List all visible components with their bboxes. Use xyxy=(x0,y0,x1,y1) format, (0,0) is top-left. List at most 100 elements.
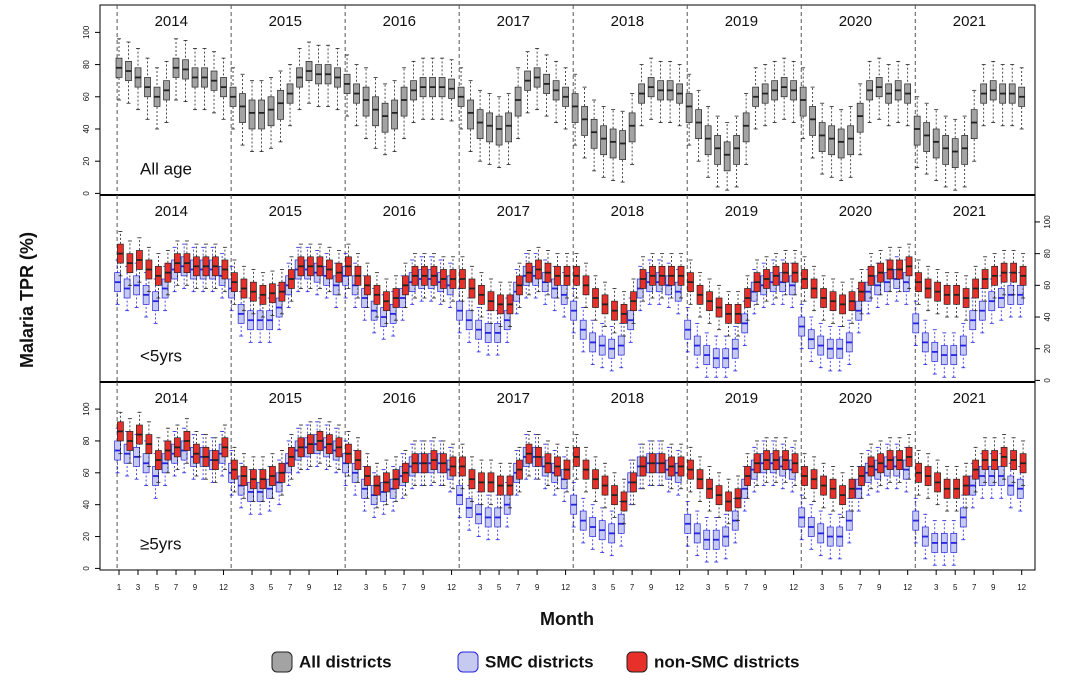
box xyxy=(932,128,940,159)
box xyxy=(381,102,389,133)
year-label: 2017 xyxy=(497,203,530,220)
x-tick-label: 3 xyxy=(820,583,825,592)
y-tick-label: 100 xyxy=(82,25,91,39)
year-label: 2015 xyxy=(269,203,302,220)
x-tick-label: 3 xyxy=(934,583,939,592)
x-tick-label: 9 xyxy=(535,583,540,592)
box xyxy=(239,93,246,123)
box xyxy=(809,106,817,136)
panel-label: ≥5yrs xyxy=(140,534,181,553)
x-tick-label: 9 xyxy=(649,583,654,592)
year-label: 2020 xyxy=(839,13,872,30)
x-tick-label: 5 xyxy=(383,583,388,592)
box xyxy=(600,125,607,156)
y-tick-label: 0 xyxy=(1043,378,1052,383)
y-tick-label: 60 xyxy=(82,92,91,101)
box xyxy=(467,99,474,130)
x-tick-label: 5 xyxy=(497,583,502,592)
year-label: 2020 xyxy=(839,203,872,220)
x-tick-label: 5 xyxy=(953,583,958,592)
box xyxy=(961,135,969,165)
x-tick-label: 5 xyxy=(269,583,274,592)
year-label: 2018 xyxy=(611,203,644,220)
y-tick-label: 20 xyxy=(82,532,91,541)
x-tick-label: 12 xyxy=(903,583,912,592)
box xyxy=(913,115,921,146)
x-tick-label: 9 xyxy=(307,583,312,592)
x-tick-label: 5 xyxy=(611,583,616,592)
box xyxy=(923,122,931,152)
x-tick-label: 5 xyxy=(725,583,730,592)
box xyxy=(505,112,512,143)
x-tick-label: 3 xyxy=(478,583,483,592)
box xyxy=(248,99,256,130)
box xyxy=(685,93,693,123)
y-tick-label: 100 xyxy=(1043,215,1052,229)
box xyxy=(362,86,370,117)
box xyxy=(799,86,807,117)
y-tick-label: 80 xyxy=(82,60,91,69)
y-tick-label: 40 xyxy=(82,124,91,133)
x-tick-label: 3 xyxy=(364,583,369,592)
x-tick-label: 7 xyxy=(858,583,863,592)
x-tick-label: 9 xyxy=(193,583,198,592)
box xyxy=(856,102,864,133)
box xyxy=(733,135,740,165)
box xyxy=(951,138,959,168)
box xyxy=(258,99,265,130)
year-label: 2014 xyxy=(155,390,188,407)
y-tick-label: 0 xyxy=(82,566,91,571)
box xyxy=(495,115,503,146)
x-tick-label: 3 xyxy=(706,583,711,592)
box xyxy=(828,125,836,156)
box xyxy=(619,130,626,160)
x-tick-label: 12 xyxy=(789,583,798,592)
year-label: 2014 xyxy=(155,203,188,220)
box xyxy=(742,112,750,143)
y-tick-label: 60 xyxy=(82,468,91,477)
box xyxy=(571,93,579,123)
box xyxy=(514,86,522,117)
x-tick-label: 7 xyxy=(516,583,521,592)
x-tick-label: 9 xyxy=(763,583,768,592)
box xyxy=(723,141,731,172)
legend-label: SMC districts xyxy=(485,652,594,671)
x-tick-label: 5 xyxy=(839,583,844,592)
box xyxy=(391,99,398,130)
y-tick-label: 40 xyxy=(82,500,91,509)
x-tick-label: 12 xyxy=(219,583,228,592)
x-tick-label: 3 xyxy=(136,583,141,592)
box xyxy=(837,128,845,159)
box xyxy=(581,106,588,136)
x-tick-label: 7 xyxy=(744,583,749,592)
year-label: 2021 xyxy=(953,390,986,407)
year-label: 2016 xyxy=(383,13,416,30)
year-label: 2015 xyxy=(269,390,302,407)
x-tick-label: 12 xyxy=(333,583,342,592)
year-label: 2018 xyxy=(611,13,644,30)
box xyxy=(714,135,721,165)
box xyxy=(590,118,598,149)
legend-label: All districts xyxy=(299,652,392,671)
x-tick-label: 9 xyxy=(991,583,996,592)
year-label: 2017 xyxy=(497,390,530,407)
box xyxy=(267,96,275,127)
x-tick-label: 12 xyxy=(561,583,570,592)
box xyxy=(277,89,284,120)
y-tick-label: 80 xyxy=(82,436,91,445)
year-label: 2016 xyxy=(383,390,416,407)
box xyxy=(476,109,484,139)
year-label: 2015 xyxy=(269,13,302,30)
year-label: 2018 xyxy=(611,390,644,407)
y-axis-title: Malaria TPR (%) xyxy=(17,232,37,368)
x-tick-label: 12 xyxy=(675,583,684,592)
year-label: 2017 xyxy=(497,13,530,30)
y-tick-label: 60 xyxy=(1043,280,1052,289)
panel-label: <5yrs xyxy=(140,346,182,365)
x-tick-label: 7 xyxy=(972,583,977,592)
box xyxy=(486,112,493,143)
box xyxy=(372,96,379,127)
year-label: 2021 xyxy=(953,203,986,220)
x-tick-label: 7 xyxy=(288,583,293,592)
x-tick-label: 7 xyxy=(630,583,635,592)
